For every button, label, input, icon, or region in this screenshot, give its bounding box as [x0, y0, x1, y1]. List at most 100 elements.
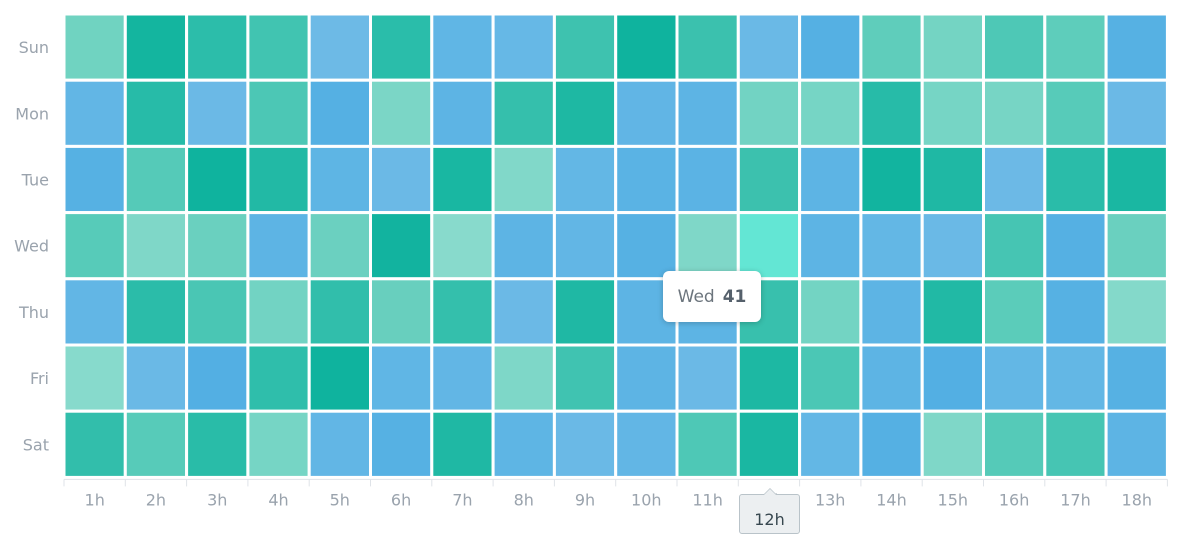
- heatmap-cell[interactable]: [798, 409, 863, 479]
- heatmap-cell[interactable]: [246, 343, 311, 413]
- heatmap-cell[interactable]: [982, 211, 1047, 281]
- heatmap-cell[interactable]: [859, 343, 924, 413]
- heatmap-cell[interactable]: [246, 12, 311, 82]
- heatmap-cell[interactable]: [1104, 343, 1169, 413]
- heatmap-cell[interactable]: [369, 409, 434, 479]
- heatmap-cell[interactable]: [1043, 144, 1108, 215]
- heatmap-cell[interactable]: [123, 343, 189, 413]
- heatmap-cell[interactable]: [185, 211, 250, 281]
- heatmap-cell[interactable]: [123, 211, 189, 281]
- heatmap-cell[interactable]: [552, 12, 618, 82]
- heatmap-cell[interactable]: [123, 144, 189, 215]
- heatmap-cell[interactable]: [430, 12, 495, 82]
- heatmap-cell[interactable]: [798, 277, 863, 347]
- heatmap-cell[interactable]: [736, 211, 802, 281]
- heatmap-cell[interactable]: [798, 343, 863, 413]
- heatmap-cell[interactable]: [798, 144, 863, 215]
- heatmap-cell[interactable]: [185, 409, 250, 479]
- heatmap-cell[interactable]: [1043, 409, 1108, 479]
- heatmap-cell[interactable]: [675, 12, 740, 82]
- heatmap-cell[interactable]: [369, 343, 434, 413]
- heatmap-cell[interactable]: [552, 277, 618, 347]
- heatmap-cell[interactable]: [369, 78, 434, 148]
- heatmap-cell[interactable]: [123, 12, 189, 82]
- heatmap-cell[interactable]: [1043, 343, 1108, 413]
- heatmap-cell[interactable]: [675, 144, 740, 215]
- heatmap-cell[interactable]: [491, 409, 556, 479]
- heatmap-cell[interactable]: [798, 12, 863, 82]
- heatmap-cell[interactable]: [185, 277, 250, 347]
- heatmap-cell[interactable]: [982, 277, 1047, 347]
- heatmap-cell[interactable]: [62, 409, 127, 479]
- heatmap-cell[interactable]: [430, 211, 495, 281]
- heatmap-cell[interactable]: [62, 211, 127, 281]
- heatmap-cell[interactable]: [307, 78, 373, 148]
- heatmap-cell[interactable]: [123, 277, 189, 347]
- heatmap-cell[interactable]: [1043, 277, 1108, 347]
- heatmap-cell[interactable]: [246, 78, 311, 148]
- heatmap-cell[interactable]: [430, 343, 495, 413]
- heatmap-cell[interactable]: [982, 144, 1047, 215]
- heatmap-cell[interactable]: [430, 78, 495, 148]
- heatmap-cell[interactable]: [123, 78, 189, 148]
- heatmap-cell[interactable]: [1104, 12, 1169, 82]
- heatmap-cell[interactable]: [982, 343, 1047, 413]
- heatmap-cell[interactable]: [369, 211, 434, 281]
- heatmap-cell[interactable]: [798, 211, 863, 281]
- heatmap-cell[interactable]: [491, 144, 556, 215]
- heatmap-cell[interactable]: [369, 12, 434, 82]
- heatmap-cell[interactable]: [982, 78, 1047, 148]
- heatmap-cell[interactable]: [920, 343, 986, 413]
- heatmap-cell[interactable]: [736, 78, 802, 148]
- heatmap-cell[interactable]: [491, 12, 556, 82]
- heatmap-cell[interactable]: [614, 343, 679, 413]
- heatmap-cell[interactable]: [1104, 144, 1169, 215]
- heatmap-cell[interactable]: [123, 409, 189, 479]
- heatmap-cell[interactable]: [307, 12, 373, 82]
- heatmap-cell[interactable]: [614, 12, 679, 82]
- heatmap-cell[interactable]: [614, 144, 679, 215]
- heatmap-cell[interactable]: [859, 211, 924, 281]
- heatmap-cell[interactable]: [430, 144, 495, 215]
- heatmap-cell[interactable]: [1104, 409, 1169, 479]
- heatmap-cell[interactable]: [920, 12, 986, 82]
- heatmap-cell[interactable]: [736, 343, 802, 413]
- heatmap-cell[interactable]: [62, 78, 127, 148]
- heatmap-cell[interactable]: [675, 78, 740, 148]
- heatmap-cell[interactable]: [1043, 12, 1108, 82]
- heatmap-cell[interactable]: [1043, 78, 1108, 148]
- heatmap-cell[interactable]: [920, 144, 986, 215]
- heatmap-cell[interactable]: [859, 144, 924, 215]
- heatmap-cell[interactable]: [185, 12, 250, 82]
- heatmap-cell[interactable]: [920, 78, 986, 148]
- heatmap-cell[interactable]: [614, 409, 679, 479]
- heatmap-cell[interactable]: [552, 343, 618, 413]
- heatmap-cell[interactable]: [62, 343, 127, 413]
- heatmap-cell[interactable]: [185, 144, 250, 215]
- heatmap-cell[interactable]: [982, 12, 1047, 82]
- heatmap-cell[interactable]: [430, 409, 495, 479]
- heatmap-cell[interactable]: [246, 211, 311, 281]
- heatmap-cell[interactable]: [920, 211, 986, 281]
- heatmap-cell[interactable]: [798, 78, 863, 148]
- heatmap-cell[interactable]: [307, 144, 373, 215]
- heatmap-cell[interactable]: [307, 211, 373, 281]
- heatmap-cell[interactable]: [185, 78, 250, 148]
- heatmap-cell[interactable]: [491, 277, 556, 347]
- heatmap-cell[interactable]: [859, 409, 924, 479]
- heatmap-cell[interactable]: [736, 409, 802, 479]
- heatmap-cell[interactable]: [307, 343, 373, 413]
- heatmap-cell[interactable]: [1104, 277, 1169, 347]
- heatmap-cell[interactable]: [491, 78, 556, 148]
- heatmap-cell[interactable]: [430, 277, 495, 347]
- heatmap-cell[interactable]: [369, 277, 434, 347]
- heatmap-cell[interactable]: [491, 343, 556, 413]
- heatmap-cell[interactable]: [675, 409, 740, 479]
- heatmap-cell[interactable]: [736, 144, 802, 215]
- heatmap-cell[interactable]: [1104, 78, 1169, 148]
- heatmap-cell[interactable]: [552, 78, 618, 148]
- heatmap-cell[interactable]: [185, 343, 250, 413]
- heatmap-cell[interactable]: [552, 211, 618, 281]
- heatmap-cell[interactable]: [552, 144, 618, 215]
- heatmap-cell[interactable]: [552, 409, 618, 479]
